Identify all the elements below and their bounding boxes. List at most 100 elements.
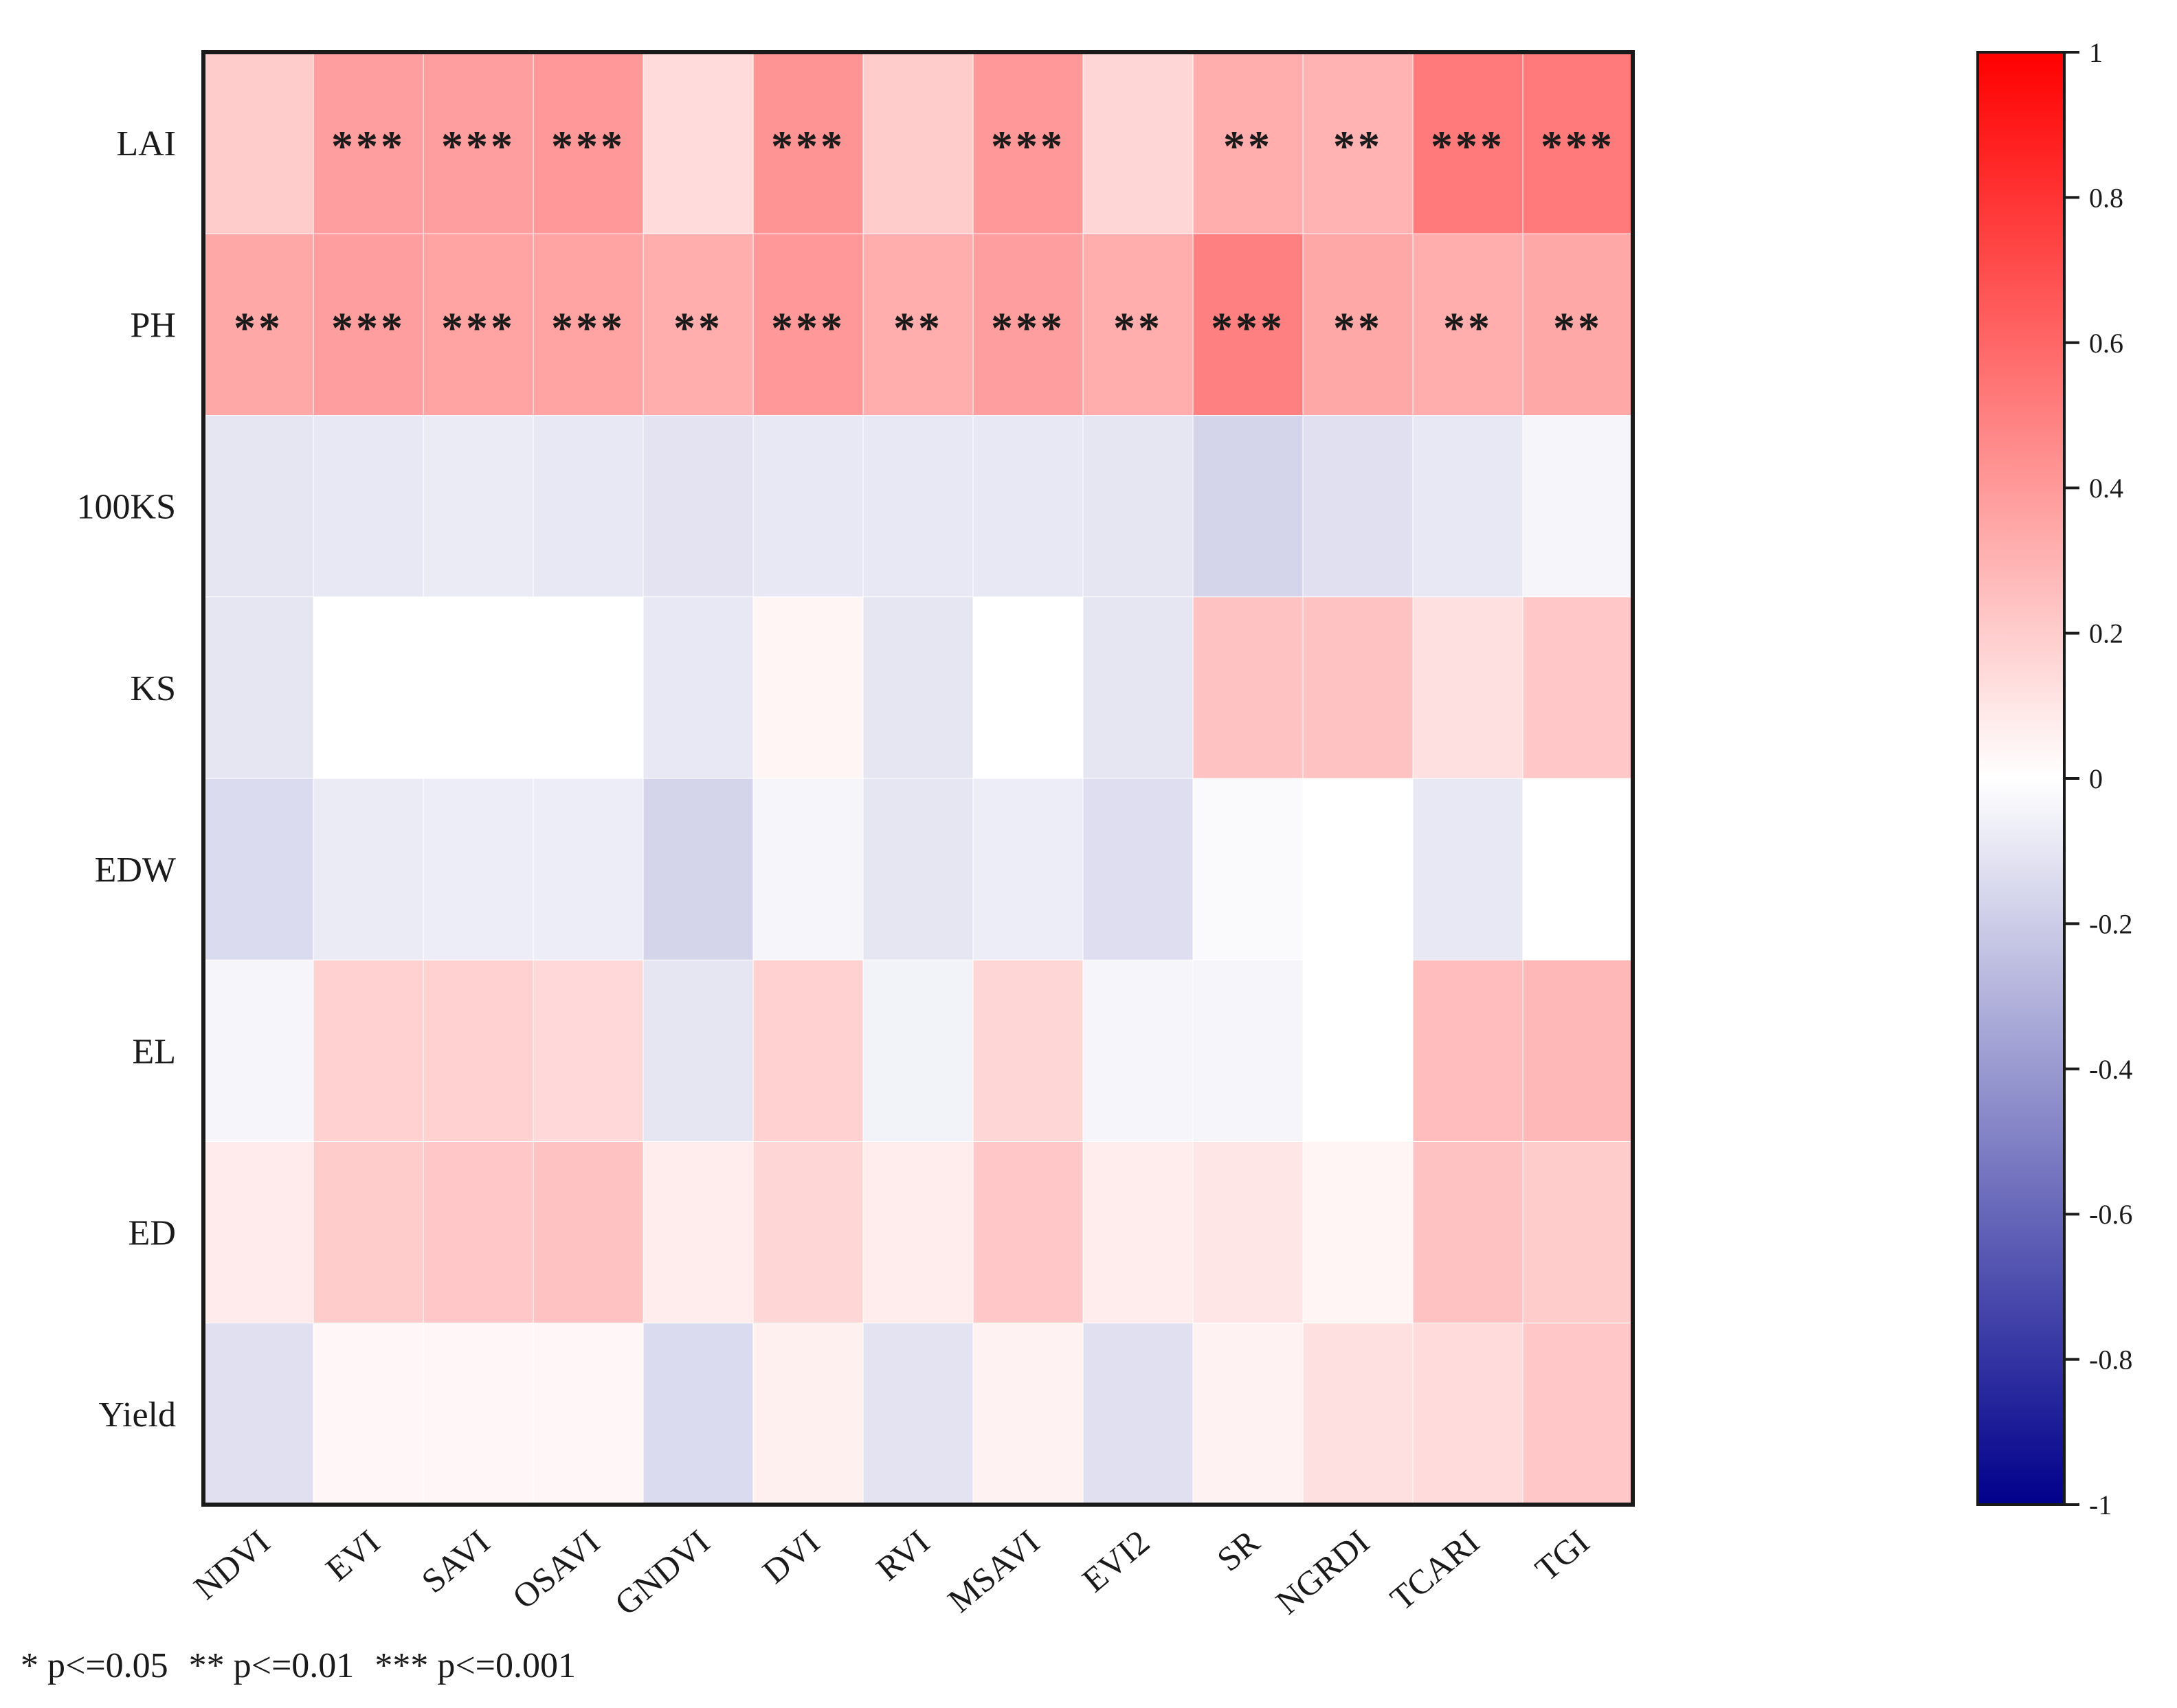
- row-label: 100KS: [77, 488, 176, 527]
- heatmap-cell-KS-OSAVI: [533, 596, 644, 779]
- heatmap-cell-EDW-TCARI: [1412, 778, 1523, 961]
- legend-two-star: ** p<=0.01: [188, 1646, 355, 1685]
- colorbar-tick-label: -1: [2089, 1490, 2112, 1520]
- heatmap-cell-100KS-EVI2: [1082, 415, 1194, 598]
- heatmap-cell-EDW-TGI: [1522, 778, 1633, 961]
- heatmap-cell-PH-TGI: [1522, 233, 1633, 416]
- heatmap-cell-EDW-EVI2: [1082, 778, 1194, 961]
- heatmap-cell-EL-RVI: [862, 959, 974, 1143]
- heatmap-cell-EL-TCARI: [1412, 959, 1523, 1143]
- heatmap-cell-KS-NGRDI: [1302, 596, 1414, 779]
- heatmap-cell-100KS-TCARI: [1412, 415, 1523, 598]
- colorbar-tick-label: -0.2: [2089, 908, 2132, 939]
- heatmap-cell-100KS-GNDVI: [643, 415, 754, 598]
- significance-marker: ***: [1541, 122, 1615, 170]
- legend-one-star: * p<=0.05: [21, 1646, 168, 1685]
- column-label: TCARI: [1383, 1522, 1486, 1618]
- heatmap-cell-EDW-EVI: [313, 778, 424, 961]
- significance-marker: ***: [991, 122, 1065, 170]
- colorbar: [1976, 51, 2066, 1506]
- heatmap-cell-EL-SAVI: [423, 959, 534, 1143]
- significance-marker: ***: [331, 303, 405, 352]
- significance-marker: ***: [441, 122, 515, 170]
- heatmap-cell-EL-NDVI: [203, 959, 314, 1143]
- heatmap-cell-Yield-MSAVI: [972, 1323, 1084, 1505]
- row-label: LAI: [116, 124, 176, 164]
- heatmap-cell-100KS-SR: [1192, 415, 1304, 598]
- heatmap-frame: [201, 50, 1635, 1507]
- significance-marker: **: [1443, 303, 1493, 352]
- heatmap-cell-PH-TCARI: [1412, 233, 1523, 416]
- heatmap-cell-Yield-NDVI: [203, 1323, 314, 1505]
- heatmap-cell-EDW-RVI: [862, 778, 974, 961]
- heatmap-cell-PH-OSAVI: [533, 233, 644, 416]
- heatmap-cell-Yield-NGRDI: [1302, 1323, 1414, 1505]
- heatmap-cell-ED-SR: [1192, 1141, 1304, 1324]
- heatmap-cell-PH-NDVI: [203, 233, 314, 416]
- significance-marker: **: [1333, 122, 1383, 170]
- colorbar-tick-label: 1: [2089, 37, 2103, 68]
- heatmap-cell-KS-EVI: [313, 596, 424, 779]
- heatmap-cell-ED-TCARI: [1412, 1141, 1523, 1324]
- column-labels: NDVI EVI SAVI OSAVI GNDVI DVI RVI MSAVI EVI2 SR NG…: [186, 1522, 1596, 1623]
- heatmap-cell-Yield-TCARI: [1412, 1323, 1523, 1505]
- heatmap-cell-KS-DVI: [752, 596, 864, 779]
- heatmap-cell-KS-GNDVI: [643, 596, 754, 779]
- heatmap-cell-100KS-NGRDI: [1302, 415, 1414, 598]
- heatmap-cell-LAI-TCARI: [1412, 52, 1523, 235]
- heatmap-cell-Yield-SR: [1192, 1323, 1304, 1505]
- heatmap-cell-Yield-TGI: [1522, 1323, 1633, 1505]
- heatmap-cell-PH-EVI2: [1082, 233, 1194, 416]
- significance-markers: *** *** *** *** *** ** ** *** ***** *** *** *** ** **…: [234, 122, 1615, 352]
- heatmap-cell-EL-DVI: [752, 959, 864, 1143]
- significance-marker: ***: [771, 122, 845, 170]
- heatmap-cell-LAI-RVI: [862, 52, 974, 235]
- heatmap-cell-EDW-GNDVI: [643, 778, 754, 961]
- column-label: NGRDI: [1269, 1522, 1376, 1622]
- heatmap-cell-ED-NDVI: [203, 1141, 314, 1324]
- colorbar-tick-label: 0.2: [2089, 618, 2123, 649]
- heatmap-cell-ED-MSAVI: [972, 1141, 1084, 1324]
- heatmap-cell-EDW-SAVI: [423, 778, 534, 961]
- colorbar-tick-label: 0.8: [2089, 182, 2123, 213]
- heatmap-cell-KS-SAVI: [423, 596, 534, 779]
- heatmap-cell-LAI-EVI2: [1082, 52, 1194, 235]
- heatmap-cell-ED-TGI: [1522, 1141, 1633, 1324]
- heatmap-cell-KS-TCARI: [1412, 596, 1523, 779]
- row-label: EDW: [95, 851, 176, 890]
- heatmap-cell-KS-NDVI: [203, 596, 314, 779]
- row-labels: LAI PH 100KS KS EDW EL ED Yield: [77, 124, 176, 1435]
- heatmap-cell-EDW-OSAVI: [533, 778, 644, 961]
- heatmap-cell-100KS-MSAVI: [972, 415, 1084, 598]
- column-label: NDVI: [186, 1522, 277, 1607]
- heatmap-cell-100KS-RVI: [862, 415, 974, 598]
- significance-marker: **: [893, 303, 943, 352]
- significance-legend: * p<=0.05 ** p<=0.01 *** p<=0.001: [21, 1645, 596, 1686]
- heatmap-cell-Yield-DVI: [752, 1323, 864, 1505]
- heatmap-cell-ED-DVI: [752, 1141, 864, 1324]
- heatmap-cell-PH-DVI: [752, 233, 864, 416]
- significance-marker: ***: [771, 303, 845, 352]
- colorbar-tick-label: 0: [2089, 763, 2103, 794]
- colorbar-tick-label: -0.6: [2089, 1199, 2132, 1230]
- row-label: PH: [131, 306, 176, 345]
- row-label: KS: [131, 669, 176, 708]
- heatmap-cell-Yield-RVI: [862, 1323, 974, 1505]
- heatmap-cell-ED-NGRDI: [1302, 1141, 1414, 1324]
- heatmap-cell-ED-EVI2: [1082, 1141, 1194, 1324]
- column-label: TGI: [1528, 1522, 1596, 1588]
- colorbar-tick-label: -0.8: [2089, 1345, 2132, 1375]
- column-label: DVI: [755, 1522, 827, 1591]
- heatmap-cell-PH-SR: [1192, 233, 1304, 416]
- column-label: EVI2: [1075, 1522, 1157, 1600]
- heatmap-cell-100KS-SAVI: [423, 415, 534, 598]
- significance-marker: **: [673, 303, 723, 352]
- heatmap-cell-100KS-TGI: [1522, 415, 1633, 598]
- heatmap-cell-ED-OSAVI: [533, 1141, 644, 1324]
- significance-marker: ***: [991, 303, 1065, 352]
- colorbar-tick-label: 0.4: [2089, 473, 2123, 504]
- heatmap-cell-LAI-NGRDI: [1302, 52, 1414, 235]
- heatmap-cell-EL-EVI: [313, 959, 424, 1143]
- heatmap-cell-Yield-SAVI: [423, 1323, 534, 1505]
- heatmap-cell-Yield-GNDVI: [643, 1323, 754, 1505]
